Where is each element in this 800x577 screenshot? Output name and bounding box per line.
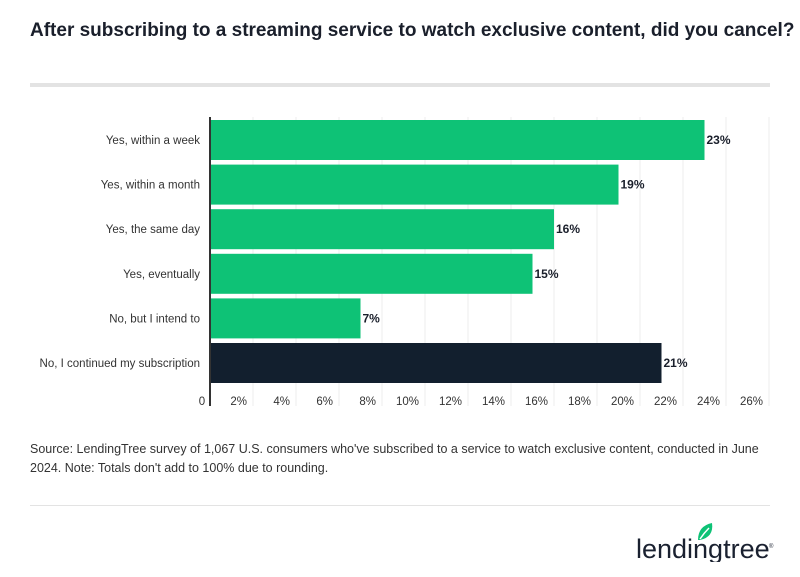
x-tick-label: 26% (740, 396, 763, 408)
bar-chart: 0 2% 4% 6% 8% 10% 12% 14% 16% 18% 20% 22% 24% 26% Yes,… (40, 117, 770, 408)
x-tick-label: 14% (482, 396, 505, 408)
data-label: 7% (363, 311, 381, 325)
category-label: Yes, the same day (106, 224, 200, 236)
chart-title: After subscribing to a streaming service… (30, 20, 795, 41)
x-tick-label: 6% (316, 396, 333, 408)
x-tick-label: 16% (525, 396, 548, 408)
title-divider (30, 83, 770, 87)
data-label: 19% (621, 178, 645, 192)
category-label: Yes, within a week (106, 135, 200, 147)
x-tick-label: 0 (199, 396, 205, 408)
category-label: No, but I intend to (109, 313, 200, 325)
data-label: 23% (707, 133, 731, 147)
data-label: 21% (664, 356, 688, 370)
x-tick-label: 10% (396, 396, 419, 408)
category-label: Yes, within a month (101, 180, 200, 192)
source-note: Source: LendingTree survey of 1,067 U.S.… (30, 442, 759, 475)
footer-divider (30, 505, 770, 506)
bar (210, 343, 662, 383)
data-label: 15% (535, 267, 559, 281)
category-label: Yes, eventually (123, 269, 200, 281)
x-tick-label: 24% (697, 396, 720, 408)
x-tick-label: 8% (359, 396, 376, 408)
logo-text: lendingtree (636, 534, 770, 562)
bar (210, 164, 619, 205)
x-tick-label: 20% (611, 396, 634, 408)
x-tick-label: 18% (568, 396, 591, 408)
bar (210, 298, 361, 339)
bar (210, 120, 705, 160)
x-tick-label: 2% (230, 396, 247, 408)
x-tick-label: 4% (273, 396, 290, 408)
lendingtree-logo: lendingtree ® (636, 518, 776, 567)
bar (210, 209, 554, 250)
data-label: 16% (556, 222, 580, 236)
svg-text:®: ® (769, 543, 774, 550)
x-tick-label: 12% (439, 396, 462, 408)
category-label: No, I continued my subscription (40, 358, 200, 370)
bar (210, 253, 533, 294)
x-tick-label: 22% (654, 396, 677, 408)
